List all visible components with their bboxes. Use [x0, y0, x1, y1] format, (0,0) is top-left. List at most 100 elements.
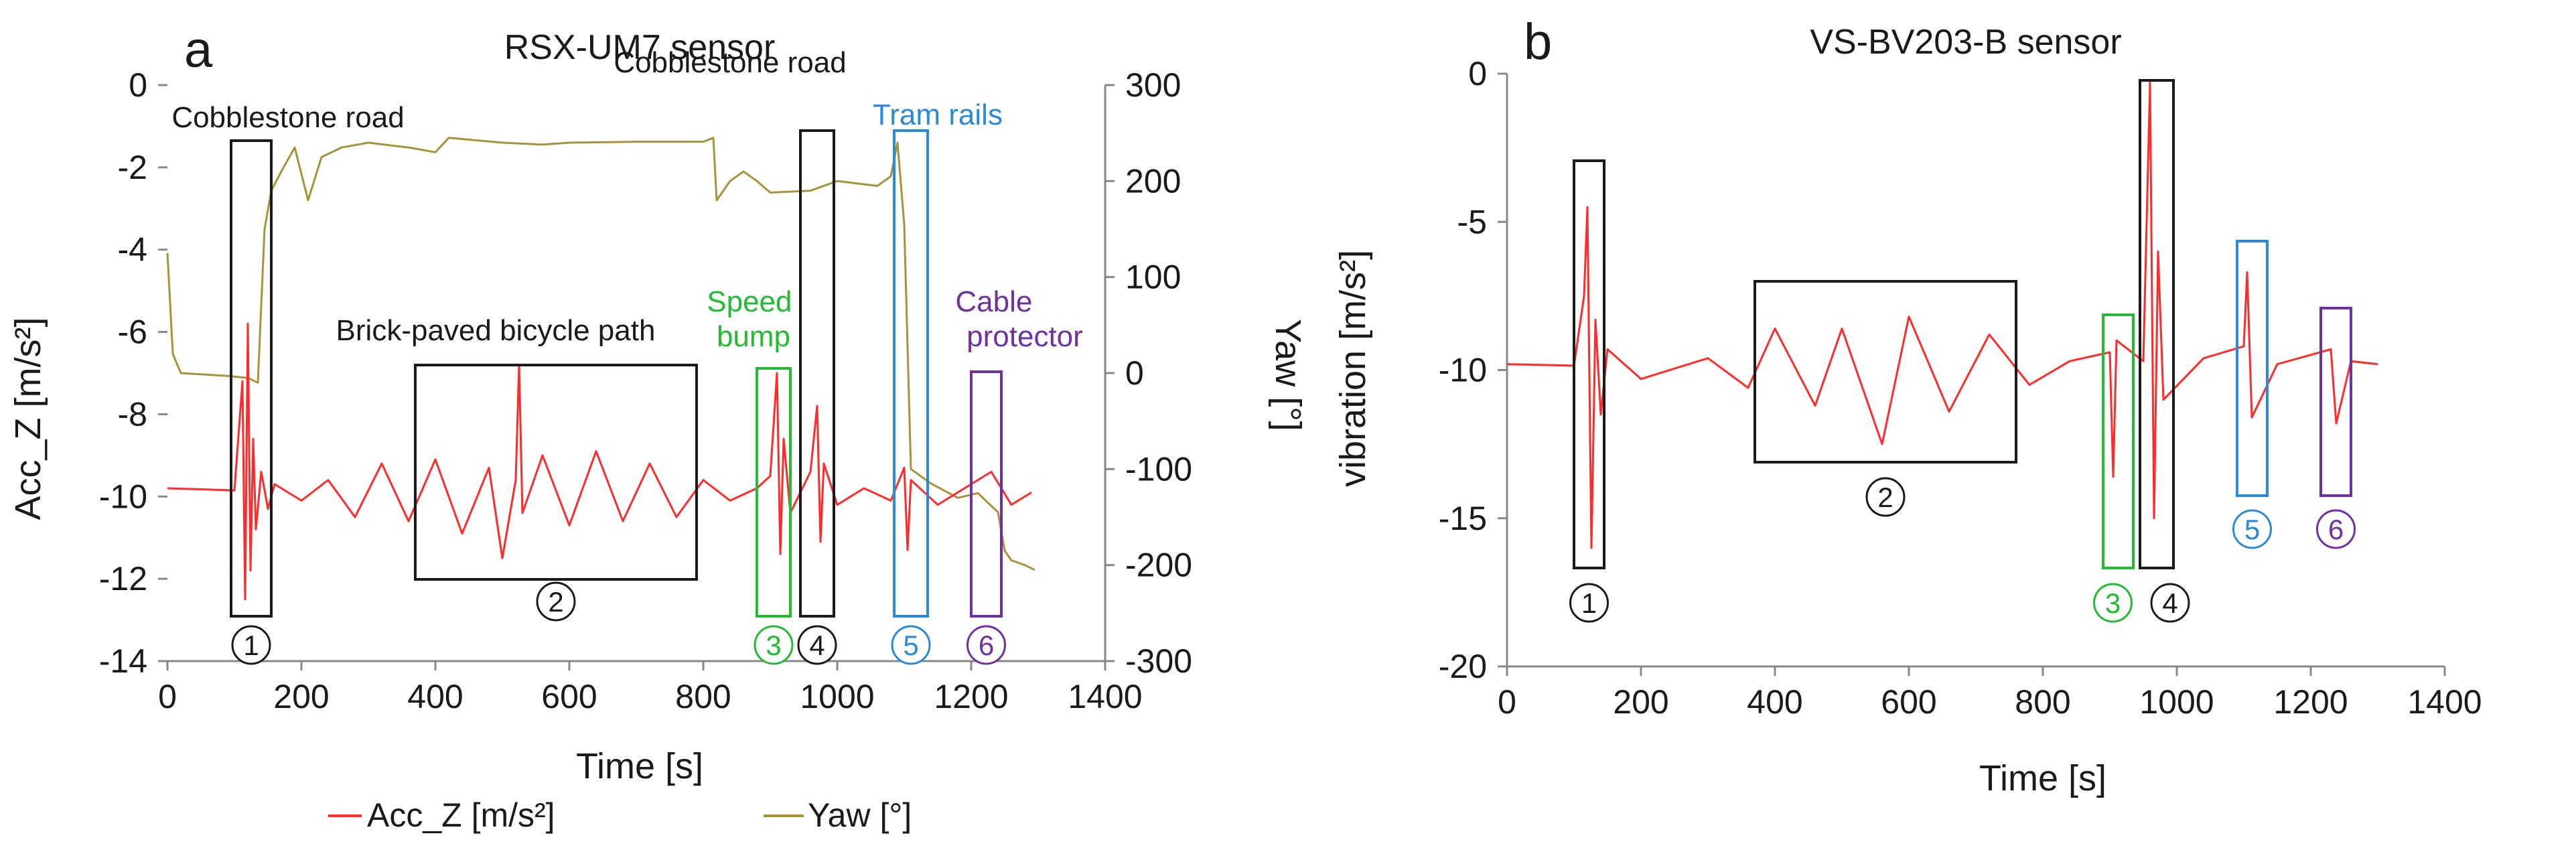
- panel-b-marker-4: [2150, 583, 2190, 623]
- panel-b-marker-6: [2316, 509, 2356, 549]
- cable-protector-line-2: protector: [967, 320, 1083, 353]
- panel-b-ylabel: vibration [m/s²]: [1333, 250, 1373, 487]
- panel-a-ytick-label: -6: [118, 313, 147, 351]
- speed-bump-line-2: bump: [717, 320, 790, 353]
- panel-b-xtick-label: 600: [1881, 683, 1936, 721]
- panel-a-marker-2: [536, 581, 576, 622]
- panel-b-marker-3: [2093, 583, 2133, 623]
- panel-a-ytick-label: -10: [99, 478, 147, 515]
- panel-b-ytick-label: -20: [1439, 648, 1487, 685]
- panel-a-xtick-label: 0: [158, 678, 177, 715]
- panel-b-xtick-label: 1400: [2407, 683, 2482, 721]
- panel-b-xtick-label: 1000: [2139, 683, 2214, 721]
- panel-a-legend: Acc_Z [m/s²] Yaw [°]: [328, 796, 912, 834]
- panel-b-ytick-label: -15: [1439, 500, 1487, 537]
- panel-a-label-cable-protector: Cable protector: [955, 285, 1082, 353]
- panel-a-marker-label-5: 5: [903, 630, 918, 661]
- panel-a-ytick-label: -14: [99, 642, 147, 680]
- panel-a-letter: a: [184, 21, 213, 78]
- panel-a-acc-line: [167, 322, 1032, 601]
- panel-b-marker-label-3: 3: [2105, 587, 2121, 619]
- panel-a-marker-label-2: 2: [548, 586, 563, 618]
- panel-a-xlabel: Time [s]: [576, 746, 703, 786]
- panel-a-annotations: 1 2 3 4 5 6: [230, 129, 1006, 665]
- panel-b-box-1: [1573, 159, 1605, 569]
- panel-b-box-6: [2319, 307, 2352, 497]
- legend-acc-label: Acc_Z [m/s²]: [367, 796, 555, 834]
- panel-a-y2tick-label: 200: [1125, 162, 1181, 200]
- panel-a-xtick-label: 1000: [800, 678, 874, 715]
- panel-b-marker-2: [1865, 477, 1906, 517]
- panel-a-marker-label-3: 3: [766, 630, 781, 661]
- panel-a-y2tick-label: -200: [1125, 547, 1192, 584]
- speed-bump-line-1: Speed: [707, 285, 792, 318]
- panel-b-xtick-label: 1200: [2273, 683, 2348, 721]
- panel-a-xtick-label: 800: [675, 678, 731, 715]
- panel-a-yaw-line: [166, 137, 1035, 571]
- panel-b-xtick-label: 0: [1498, 683, 1516, 721]
- panel-a-box-1: [230, 139, 273, 618]
- panel-a-ytick-label: 0: [129, 66, 147, 104]
- legend-yaw-label: Yaw [°]: [808, 796, 912, 834]
- panel-a-box-4: [799, 129, 835, 618]
- panel-a-marker-1: [231, 625, 271, 665]
- panel-b: b VS-BV203-B sensor 0 200 400 600 800 1000 120…: [1333, 13, 2482, 798]
- panel-b-ytick-label: -5: [1457, 203, 1487, 240]
- panel-b-marker-label-6: 6: [2328, 514, 2344, 545]
- cable-protector-line-1: Cable: [955, 285, 1032, 318]
- panel-b-ytick-label: 0: [1468, 55, 1487, 92]
- panel-b-box-3: [2102, 313, 2135, 569]
- panel-a-y2tick-label: -100: [1125, 450, 1192, 488]
- panel-a-box-3: [756, 367, 792, 618]
- panel-b-letter: b: [1524, 13, 1552, 70]
- panel-b-marker-1: [1569, 583, 1609, 623]
- panel-a-y2tick-label: -300: [1125, 642, 1192, 680]
- panel-a-y2label: Yaw [°]: [1268, 319, 1308, 431]
- panel-a: a RSX-UM7 sensor 0 200 400 600 800 1000 1200 14…: [8, 21, 1308, 834]
- panel-a-label-brick-path: Brick-paved bicycle path: [336, 314, 656, 347]
- panel-a-y2tick-label: 300: [1125, 66, 1181, 104]
- panel-a-ytick-label: -8: [118, 395, 147, 433]
- panel-a-marker-label-1: 1: [243, 630, 259, 661]
- panel-a-box-5: [893, 129, 929, 618]
- panel-b-marker-label-2: 2: [1877, 482, 1893, 513]
- panel-a-marker-4: [797, 625, 837, 665]
- panel-a-marker-label-4: 4: [809, 630, 825, 661]
- panel-b-box-5: [2236, 240, 2269, 497]
- panel-a-box-6: [970, 370, 1003, 618]
- panel-b-xtick-label: 400: [1747, 683, 1802, 721]
- panel-b-xtick-label: 800: [2015, 683, 2070, 721]
- panel-a-xtick-label: 600: [541, 678, 597, 715]
- panel-b-marker-label-5: 5: [2244, 514, 2260, 545]
- panel-b-marker-5: [2232, 509, 2272, 549]
- panel-a-box-2: [414, 364, 698, 581]
- panel-b-ticks: 0 200 400 600 800 1000 1200 1400 0 -5 -10 -15 -20: [1439, 55, 2482, 721]
- panel-a-y2tick-label: 100: [1125, 259, 1181, 296]
- panel-b-vibration-line: [1506, 81, 2378, 549]
- panel-a-ticks: 0 200 400 600 800 1000 1200 14000-2-4-6-8-10-12…: [99, 66, 1192, 715]
- panel-a-marker-label-6: 6: [979, 630, 994, 661]
- panel-a-ylabel: Acc_Z [m/s²]: [8, 317, 48, 520]
- panel-a-label-cobblestone-2: Cobblestone road: [614, 46, 846, 79]
- panel-b-plot-area: [1506, 74, 2445, 668]
- panel-b-title: VS-BV203-B sensor: [1810, 23, 2121, 62]
- panel-a-xtick-label: 400: [407, 678, 463, 715]
- panel-a-marker-3: [754, 625, 794, 665]
- panel-b-xtick-label: 200: [1613, 683, 1668, 721]
- panel-b-xlabel: Time [s]: [1979, 758, 2106, 798]
- panel-a-xtick-label: 1200: [934, 678, 1008, 715]
- panel-a-label-speed-bump: Speed bump: [707, 285, 800, 353]
- panel-b-annotations: 1 2 3 4 5 6: [1569, 79, 2356, 623]
- panel-b-marker-label-4: 4: [2162, 587, 2177, 619]
- panel-b-box-4: [2139, 79, 2175, 569]
- panel-a-title: RSX-UM7 sensor: [504, 28, 776, 67]
- panel-a-y2tick-label: 0: [1125, 354, 1144, 392]
- panel-b-ytick-label: -10: [1439, 352, 1487, 389]
- panel-a-marker-6: [967, 625, 1006, 665]
- panel-a-plot-area: [167, 85, 1106, 662]
- panel-a-xtick-label: 1400: [1068, 678, 1142, 715]
- panel-a-xtick-label: 200: [273, 678, 329, 715]
- panel-a-ytick-label: -2: [118, 149, 147, 186]
- panel-a-marker-5: [891, 625, 931, 665]
